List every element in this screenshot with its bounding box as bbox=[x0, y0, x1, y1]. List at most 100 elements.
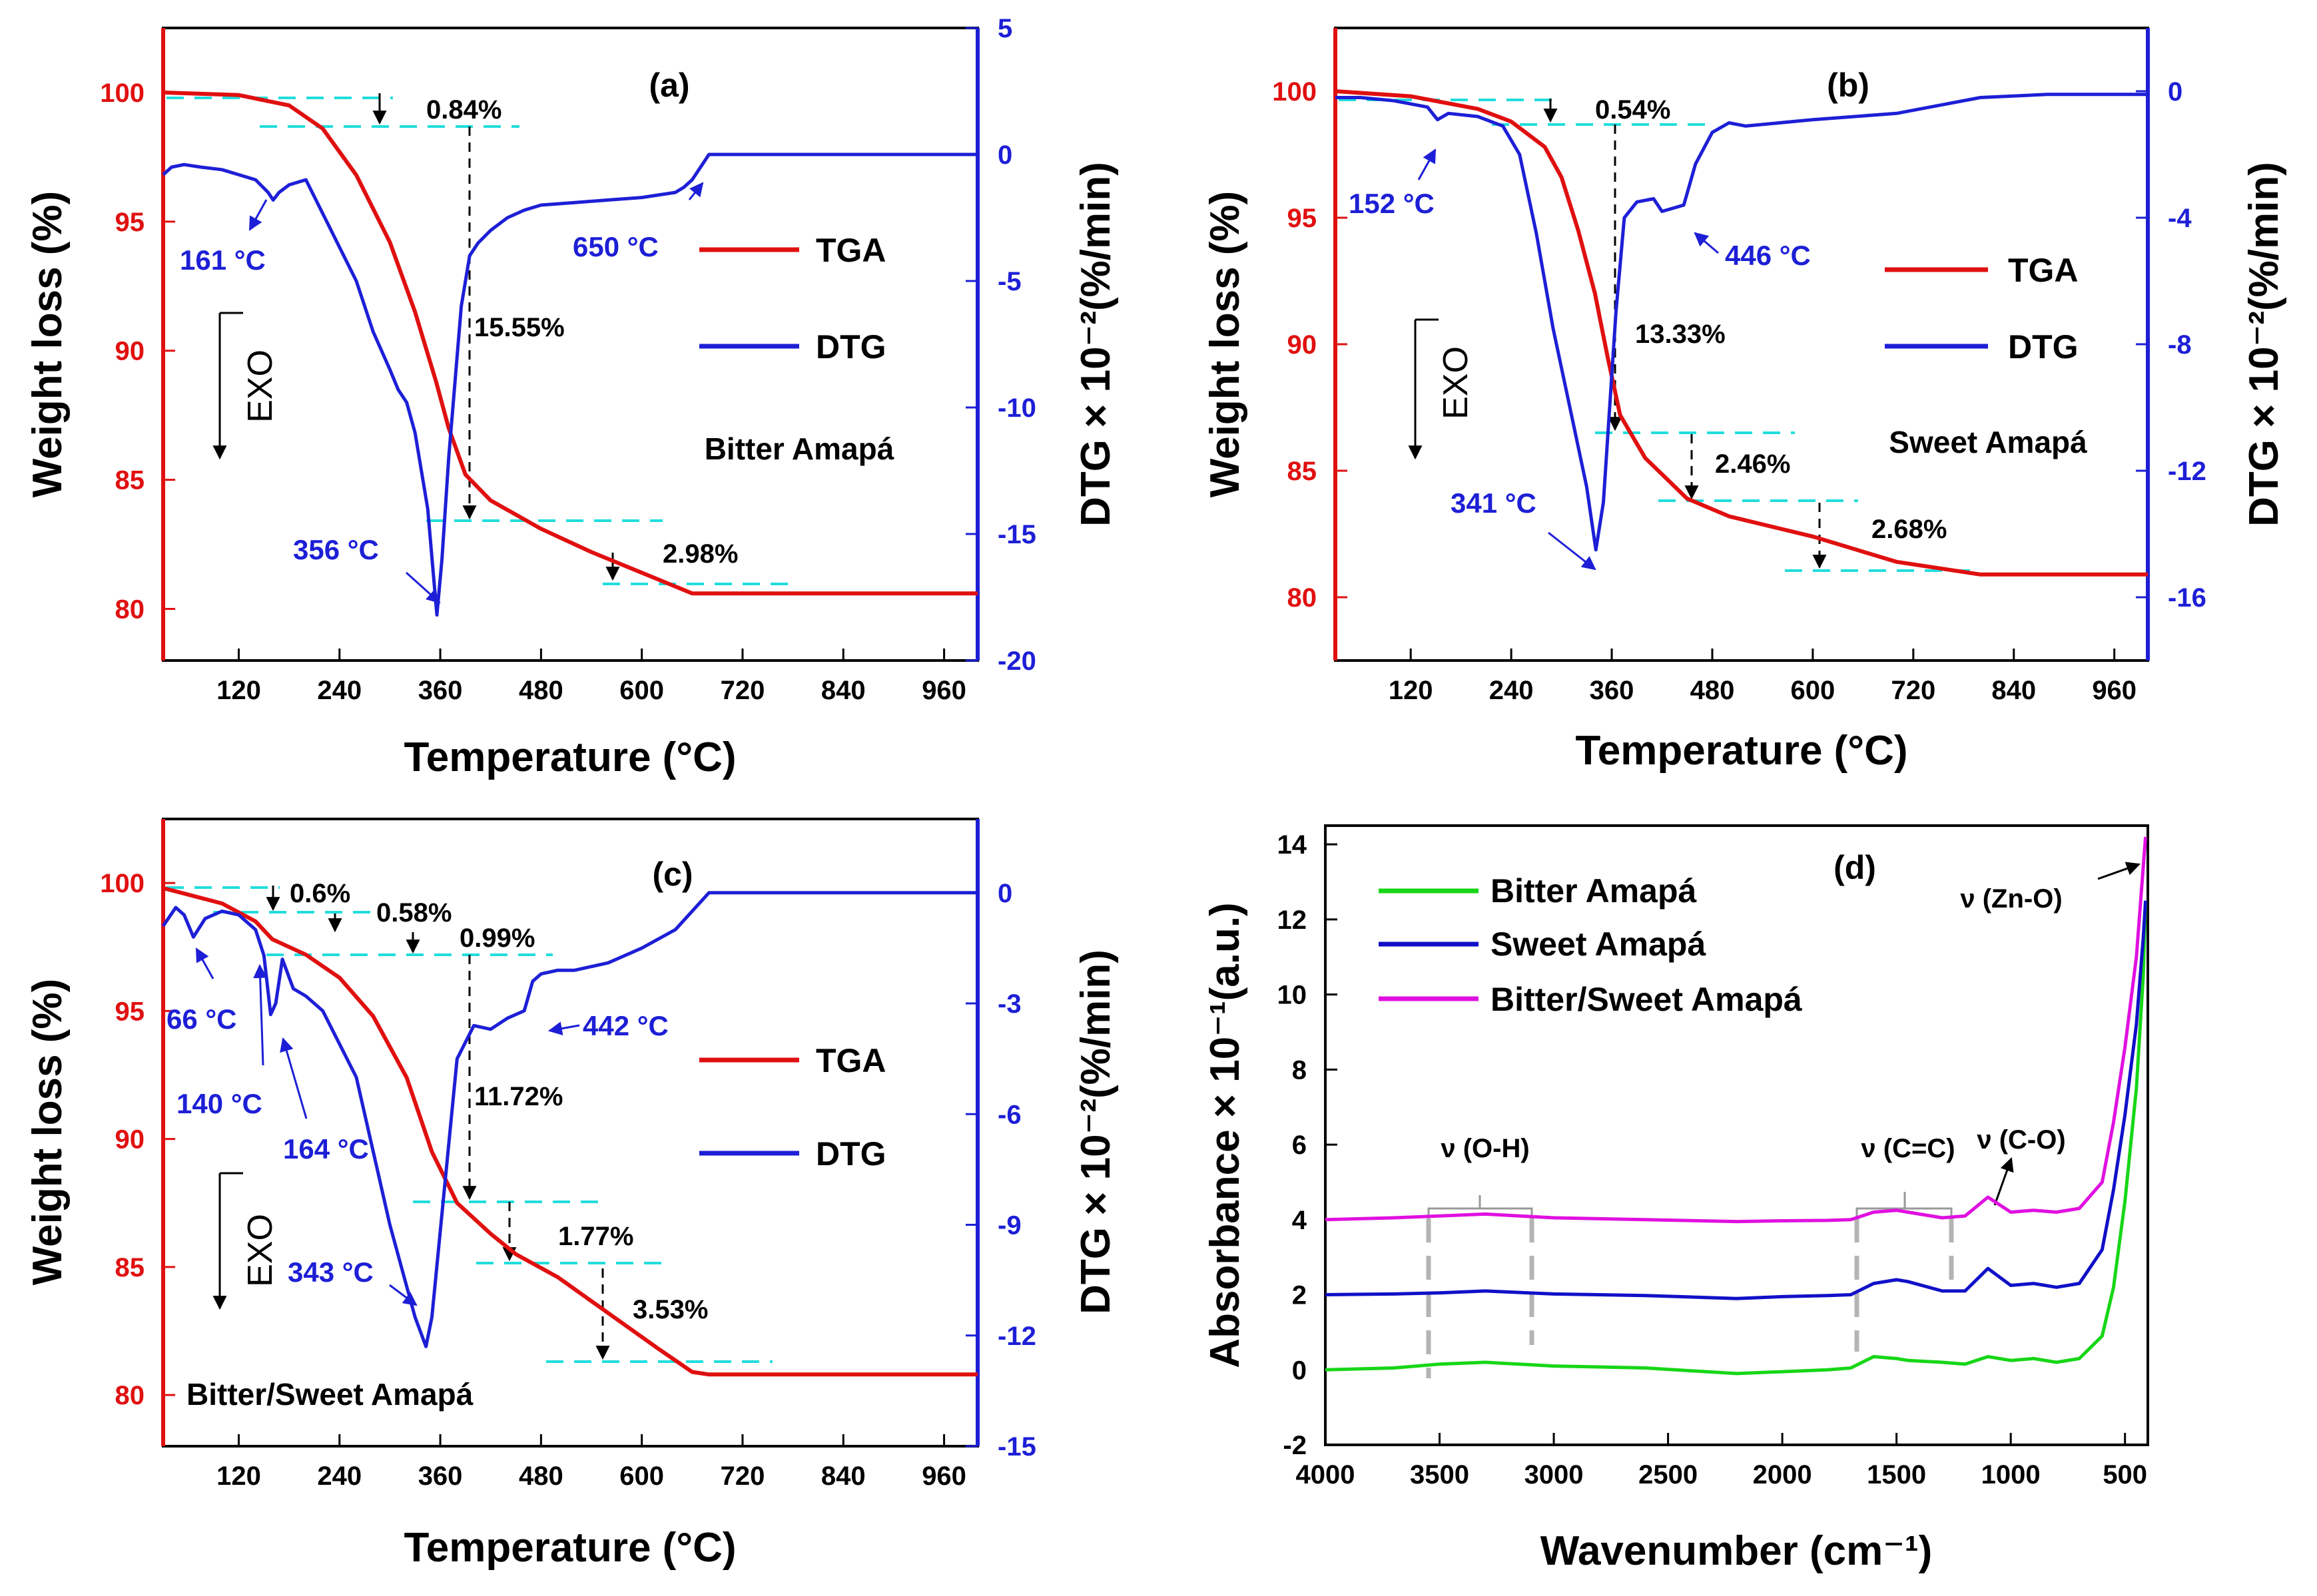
x-tick-label: 600 bbox=[619, 1462, 664, 1491]
y2-axis-label: DTG × 10⁻²(%/min) bbox=[1073, 949, 1119, 1314]
y-axis-label: Weight loss (%) bbox=[1202, 191, 1248, 497]
y-tick-label: 6 bbox=[1292, 1131, 1307, 1160]
band-label: ν (C-O) bbox=[1977, 1125, 2065, 1155]
spectrum-bitter-sweet bbox=[1325, 836, 2148, 1224]
y2-tick-label: -12 bbox=[2168, 457, 2206, 486]
x-tick-label: 840 bbox=[821, 1462, 866, 1491]
x-axis-label: Wavenumber (cm⁻¹) bbox=[1540, 1528, 1933, 1574]
y-tick-label: 0 bbox=[1292, 1356, 1307, 1385]
legend: Bitter Amapá Sweet Amapá Bitter/Sweet Am… bbox=[1379, 872, 1802, 1018]
y2-tick-label: -10 bbox=[998, 394, 1036, 423]
x-tick-label: 840 bbox=[821, 676, 866, 705]
exo-label: EXO bbox=[241, 1214, 280, 1287]
x-ticks: 4000 3500 3000 2500 2000 1500 1000 500 bbox=[1296, 1433, 2147, 1489]
x-tick-label: 240 bbox=[1489, 676, 1534, 705]
x-axis-label: Temperature (°C) bbox=[404, 1525, 736, 1571]
band-brackets bbox=[1426, 1218, 1954, 1378]
legend-label: DTG bbox=[816, 328, 886, 366]
x-tick-label: 3000 bbox=[1524, 1460, 1584, 1489]
sample-label: Bitter Amapá bbox=[705, 431, 894, 466]
y-axis-label: Absorbance × 10⁻¹(a.u.) bbox=[1202, 902, 1248, 1368]
x-tick-label: 500 bbox=[2103, 1460, 2147, 1489]
x-tick-label: 480 bbox=[1690, 676, 1735, 705]
sample-label: Bitter/Sweet Amapá bbox=[186, 1377, 474, 1412]
y2-tick-label: 0 bbox=[998, 879, 1012, 908]
y2-tick-label: 0 bbox=[2168, 77, 2182, 107]
y2-tick-label: -16 bbox=[2168, 583, 2206, 613]
y-tick-label: 80 bbox=[115, 1381, 145, 1410]
y2-tick-label: -5 bbox=[998, 267, 1022, 296]
y2-tick-label: 0 bbox=[998, 140, 1012, 170]
spectrum-sweet bbox=[1325, 900, 2148, 1300]
guides bbox=[166, 886, 773, 1363]
spectrum-bitter bbox=[1325, 900, 2148, 1376]
x-tick-label: 120 bbox=[216, 676, 261, 705]
x-tick-label: 840 bbox=[1991, 676, 2036, 705]
left-y-ticks: 80 85 90 95 100 bbox=[1272, 77, 1347, 613]
x-tick-label: 720 bbox=[721, 676, 765, 705]
panel-c: (c) Bitter/Sweet Amapá 120 240 360 480 600 72… bbox=[25, 818, 1119, 1571]
y2-tick-label: -15 bbox=[998, 520, 1036, 549]
x-axis-label: Temperature (°C) bbox=[1575, 728, 1907, 774]
loss-label: 3.53% bbox=[633, 1295, 708, 1324]
x-tick-label: 360 bbox=[418, 1462, 463, 1491]
y-tick-label: 8 bbox=[1292, 1055, 1307, 1085]
legend-label: Bitter/Sweet Amapá bbox=[1490, 981, 1802, 1018]
y-tick-label: 100 bbox=[100, 79, 145, 108]
y-tick-label: 90 bbox=[115, 337, 145, 366]
x-tick-label: 2500 bbox=[1638, 1460, 1698, 1489]
tga-line bbox=[163, 90, 978, 596]
x-tick-label: 960 bbox=[922, 676, 966, 705]
y-tick-label: 95 bbox=[115, 208, 145, 237]
x-tick-label: 120 bbox=[1389, 676, 1433, 705]
peak-label: 152 °C bbox=[1349, 188, 1435, 219]
x-ticks: 120 240 360 480 600 720 840 960 bbox=[216, 1434, 966, 1491]
legend-label: TGA bbox=[816, 1042, 886, 1079]
x-tick-label: 3500 bbox=[1410, 1460, 1469, 1489]
panel-d: (d) 4000 3500 3000 2500 2000 1500 1000 500 -2 0 2… bbox=[1202, 824, 2149, 1574]
guides bbox=[166, 93, 793, 585]
legend-label: Sweet Amapá bbox=[1490, 926, 1706, 963]
x-tick-label: 4000 bbox=[1296, 1460, 1355, 1489]
x-tick-label: 960 bbox=[2092, 676, 2137, 705]
x-tick-label: 2000 bbox=[1753, 1460, 1812, 1489]
loss-label: 2.46% bbox=[1715, 449, 1790, 479]
panel-a: (a) Bitter Amapá 120 240 360 480 600 720 840 96… bbox=[25, 14, 1119, 780]
panel-title: (c) bbox=[652, 856, 693, 893]
panel-title: (a) bbox=[649, 67, 689, 104]
x-tick-label: 240 bbox=[317, 1462, 362, 1491]
tga-line bbox=[163, 886, 978, 1377]
loss-label: 0.99% bbox=[460, 924, 535, 953]
peak-label: 356 °C bbox=[293, 534, 379, 565]
peak-label: 161 °C bbox=[180, 244, 266, 276]
loss-label: 0.58% bbox=[376, 898, 452, 928]
panel-b: (b) Sweet Amapá 120 240 360 480 600 720 840 960… bbox=[1202, 27, 2287, 774]
x-tick-label: 1500 bbox=[1867, 1460, 1926, 1489]
right-y-ticks: 5 0 -5 -10 -15 -20 bbox=[966, 14, 1036, 676]
legend-label: DTG bbox=[2008, 328, 2079, 366]
x-ticks: 120 240 360 480 600 720 840 960 bbox=[216, 649, 966, 705]
y-tick-label: 4 bbox=[1292, 1206, 1307, 1235]
x-ticks: 120 240 360 480 600 720 840 960 bbox=[1389, 649, 2137, 705]
y-tick-label: 14 bbox=[1277, 830, 1307, 860]
legend: TGA DTG bbox=[699, 232, 886, 366]
y-tick-label: 90 bbox=[1287, 330, 1317, 360]
y2-tick-label: -15 bbox=[998, 1432, 1036, 1462]
band-label: ν (Zn-O) bbox=[1960, 884, 2062, 914]
y-tick-label: 100 bbox=[1272, 77, 1317, 107]
y-tick-label: 85 bbox=[1287, 457, 1317, 486]
legend: TGA DTG bbox=[1885, 252, 2079, 366]
panel-title: (d) bbox=[1833, 849, 1876, 886]
panel-title: (b) bbox=[1827, 67, 1869, 104]
legend-label: TGA bbox=[2008, 252, 2079, 289]
x-tick-label: 360 bbox=[418, 676, 463, 705]
x-axis-label: Temperature (°C) bbox=[404, 734, 736, 780]
band-label: ν (O-H) bbox=[1441, 1134, 1529, 1163]
peak-label: 140 °C bbox=[176, 1088, 262, 1119]
peak-label: 442 °C bbox=[583, 1010, 669, 1041]
dtg-line bbox=[162, 152, 978, 617]
y-tick-label: 2 bbox=[1292, 1281, 1307, 1310]
y-tick-label: -2 bbox=[1283, 1431, 1307, 1460]
y-axis-label: Weight loss (%) bbox=[25, 191, 71, 497]
